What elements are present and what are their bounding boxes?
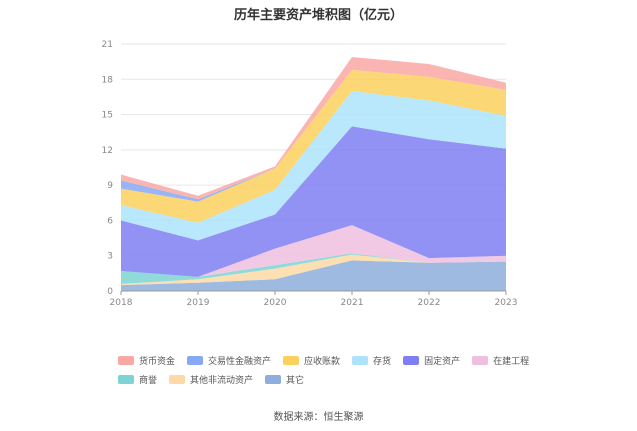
area-series-其它 [121,260,506,291]
legend-item-存货[interactable]: 存货 [352,354,391,367]
y-tick-label: 3 [107,252,113,262]
legend-swatch [283,356,300,365]
axes: 0 3 6 9 12 15 18 21 2018 2019 2020 2021 2022 2023 [102,40,518,308]
legend-swatch [169,375,186,384]
legend-label: 在建工程 [493,357,530,367]
legend-swatch [472,356,489,365]
legend-label: 固定资产 [424,357,461,367]
y-tick-label: 6 [107,216,113,226]
area-series-group [121,56,506,291]
legend-item-货币资金[interactable]: 货币资金 [118,354,175,367]
legend-swatch [187,356,204,365]
legend-item-应收账款[interactable]: 应收账款 [283,354,340,367]
legend-item-其他非流动资产[interactable]: 其他非流动资产 [169,373,253,386]
x-tick-label: 2021 [341,298,364,308]
x-tick-label: 2023 [495,298,518,308]
y-tick-label: 21 [102,40,113,50]
area-series-应收账款 [121,69,506,223]
legend-label: 其他非流动资产 [190,376,254,386]
legend-item-固定资产[interactable]: 固定资产 [403,354,460,367]
legend-label: 应收账款 [304,357,341,367]
legend-item-交易性金融资产[interactable]: 交易性金融资产 [187,354,271,367]
y-tick-label: 0 [107,287,113,297]
legend-swatch [118,375,134,384]
legend-swatch [265,375,282,384]
x-tick-label: 2020 [264,298,287,308]
y-tick-label: 15 [102,111,113,121]
legend-swatch [118,356,134,365]
legend-label: 商誉 [139,376,158,386]
legend-item-其它[interactable]: 其它 [265,373,304,386]
legend-item-商誉[interactable]: 商誉 [118,373,157,386]
area-series-商誉 [121,253,506,284]
y-tick-label: 12 [102,146,113,156]
legend: 货币资金 交易性金融资产 应收账款 存货 固定资产 在建工程商誉 其他非流动资产 其它 [118,354,538,386]
data-source-note: 数据来源：恒生聚源 [273,412,364,423]
legend-item-在建工程[interactable]: 在建工程 [472,354,529,367]
legend-label: 货币资金 [139,357,176,367]
legend-label: 存货 [373,357,392,367]
area-series-存货 [121,91,506,241]
y-tick-label: 9 [107,181,113,191]
x-tick-label: 2022 [418,298,441,308]
legend-swatch [352,356,369,365]
area-series-在建工程 [121,225,506,277]
x-tick-label: 2019 [187,298,210,308]
y-tick-label: 18 [102,75,114,85]
chart-title: 历年主要资产堆积图（亿元） [233,8,403,23]
x-tick-label: 2018 [110,298,133,308]
area-series-其他非流动资产 [121,254,506,286]
legend-swatch [403,356,420,365]
legend-label: 交易性金融资产 [208,357,272,367]
area-series-固定资产 [121,126,506,277]
legend-label: 其它 [286,376,305,386]
